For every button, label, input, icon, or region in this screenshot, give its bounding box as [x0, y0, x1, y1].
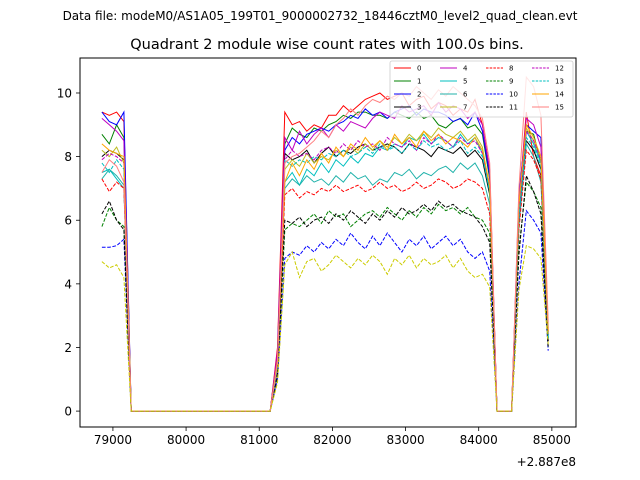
chart-suptitle: Data file: modeM0/AS1A05_199T01_90000027… — [63, 9, 578, 23]
legend-box — [389, 60, 574, 118]
legend-label-8: 8 — [509, 65, 513, 73]
legend-label-12: 12 — [555, 65, 564, 73]
series-line-0 — [101, 92, 549, 412]
y-tick-label: 0 — [64, 405, 72, 419]
legend-label-15: 15 — [555, 104, 564, 112]
series-line-15 — [101, 75, 549, 412]
series-line-6 — [101, 142, 549, 412]
series-line-3 — [101, 139, 549, 412]
legend-label-10: 10 — [509, 91, 518, 99]
legend-label-0: 0 — [417, 65, 421, 73]
y-tick-label: 10 — [57, 86, 72, 100]
x-tick-label: 85000 — [533, 433, 571, 447]
legend-label-6: 6 — [463, 91, 468, 99]
y-tick-label: 6 — [64, 214, 72, 228]
x-axis: 79000 80000 81000 82000 83000 84000 85000 — [94, 427, 571, 447]
chart-title: Quadrant 2 module wise count rates with … — [130, 37, 524, 53]
series-line-extra-16 — [101, 244, 549, 412]
series-line-7 — [101, 126, 549, 412]
legend-label-11: 11 — [509, 104, 518, 112]
x-tick-label: 80000 — [167, 433, 205, 447]
x-tick-label: 84000 — [460, 433, 498, 447]
x-offset-text: +2.887e8 — [517, 455, 576, 469]
legend-label-13: 13 — [555, 78, 564, 86]
x-tick-label: 81000 — [240, 433, 278, 447]
legend-label-4: 4 — [463, 65, 468, 73]
series-line-11 — [101, 173, 549, 412]
legend-label-5: 5 — [463, 78, 467, 86]
legend-label-9: 9 — [509, 78, 513, 86]
legend-label-14: 14 — [555, 91, 564, 99]
series-line-10 — [101, 209, 549, 412]
x-tick-label: 83000 — [386, 433, 424, 447]
legend-label-2: 2 — [417, 91, 421, 99]
legend-label-1: 1 — [417, 78, 421, 86]
y-axis: 0 2 4 6 8 10 — [57, 86, 80, 419]
x-tick-label: 82000 — [313, 433, 351, 447]
plot-frame — [79, 57, 577, 428]
legend-label-7: 7 — [463, 104, 467, 112]
x-tick-label: 79000 — [94, 433, 132, 447]
series-layer — [101, 75, 549, 412]
y-tick-label: 8 — [64, 150, 72, 164]
y-tick-label: 4 — [64, 277, 72, 291]
y-tick-label: 2 — [64, 341, 72, 355]
series-line-8 — [101, 148, 549, 412]
series-line-9 — [101, 180, 549, 412]
legend-label-3: 3 — [417, 104, 421, 112]
